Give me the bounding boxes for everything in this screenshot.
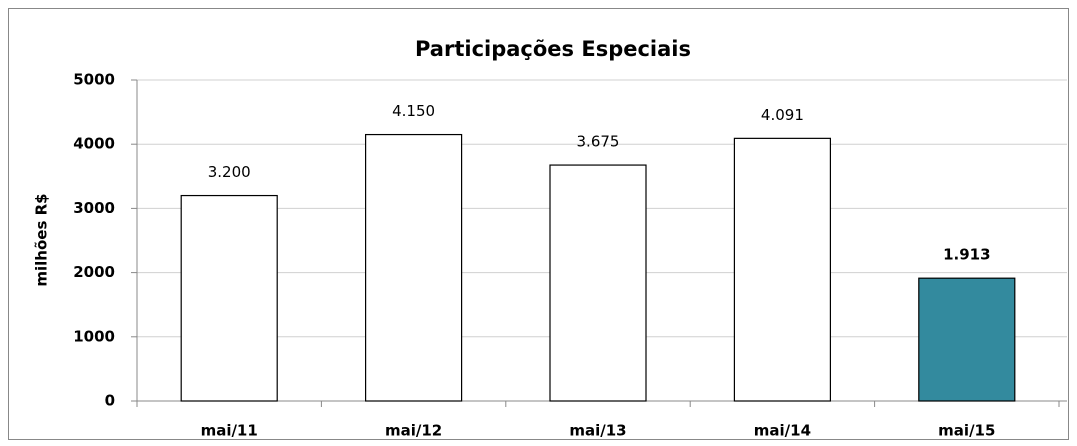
chart-frame xyxy=(8,8,1069,440)
data-label: 4.091 xyxy=(761,106,804,124)
x-tick-label: mai/15 xyxy=(938,422,995,440)
x-tick-label: mai/11 xyxy=(201,422,258,440)
x-tick-label: mai/13 xyxy=(569,422,626,440)
bar xyxy=(180,194,278,402)
bar xyxy=(733,137,832,402)
data-label: 3.200 xyxy=(208,163,251,181)
bar xyxy=(549,164,647,402)
chart-title: Participações Especiais xyxy=(415,37,691,61)
y-tick-label: 5000 xyxy=(73,71,115,89)
y-tick-label: 2000 xyxy=(73,263,115,281)
y-tick-label: 3000 xyxy=(73,199,115,217)
y-axis-label: milhões R$ xyxy=(33,193,51,286)
y-tick-label: 0 xyxy=(105,392,115,410)
bar xyxy=(918,277,1016,402)
x-tick-label: mai/14 xyxy=(754,422,811,440)
y-tick-label: 1000 xyxy=(73,327,115,345)
data-label: 4.150 xyxy=(392,102,435,120)
y-tick-label: 4000 xyxy=(73,135,115,153)
data-label: 3.675 xyxy=(577,133,620,151)
bar xyxy=(365,133,463,402)
data-label: 1.913 xyxy=(943,246,990,264)
x-tick-label: mai/12 xyxy=(385,422,442,440)
